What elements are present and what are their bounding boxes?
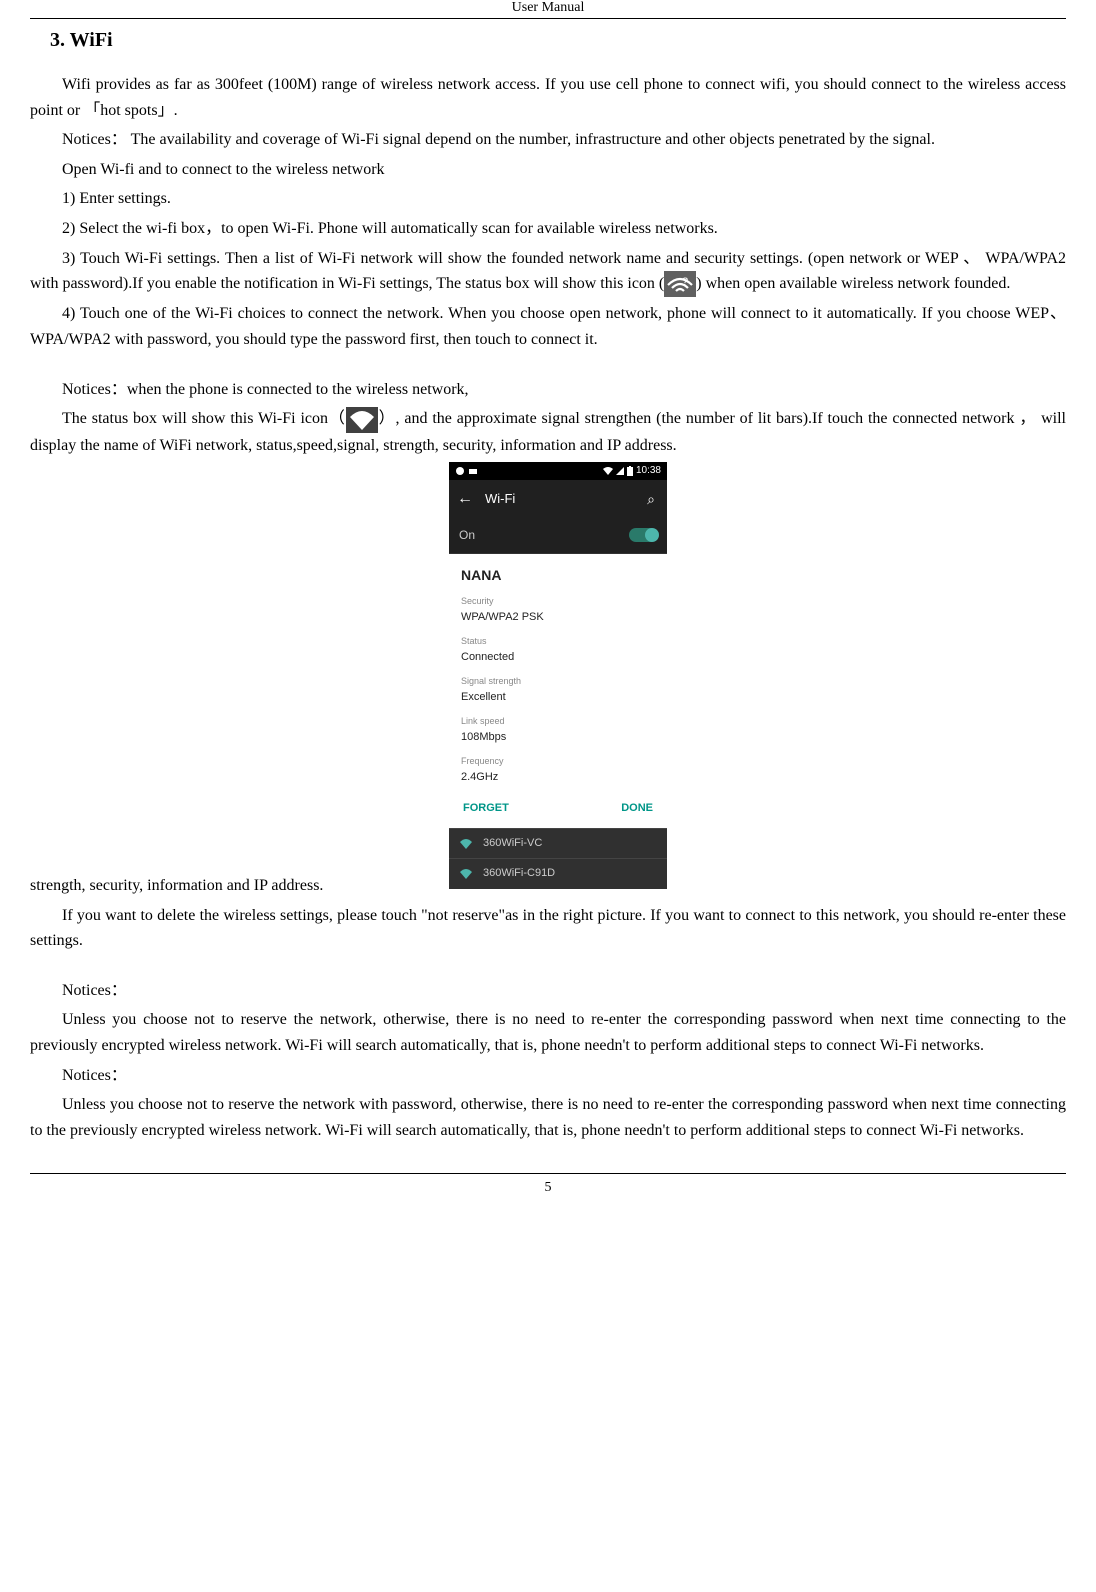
- field-value: Connected: [461, 649, 655, 667]
- field-label: Link speed: [461, 714, 655, 728]
- paragraph: 2) Select the wi-fi box，to open Wi-Fi. P…: [30, 216, 1066, 242]
- dialog-field: Status Connected: [449, 632, 667, 672]
- ssid: 360WiFi-VC: [483, 835, 542, 853]
- page-header: User Manual: [30, 0, 1066, 19]
- wifi-icon: [346, 407, 378, 433]
- field-label: Security: [461, 594, 655, 608]
- paragraph: 4) Touch one of the Wi-Fi choices to con…: [30, 301, 1066, 352]
- wifi-icon: [459, 867, 473, 881]
- wifi-detail-dialog: NANA Security WPA/WPA2 PSK Status Connec…: [449, 554, 667, 828]
- field-value: Excellent: [461, 689, 655, 707]
- svg-text:?: ?: [682, 276, 688, 288]
- wifi-toggle-row: On: [449, 518, 667, 554]
- ssid: 360WiFi-C91D: [483, 865, 555, 883]
- wifi-list-item[interactable]: 360WiFi-C91D: [449, 858, 667, 889]
- paragraph: Notices： The availability and coverage o…: [30, 127, 1066, 153]
- paragraph: The status box will show this Wi-Fi icon…: [30, 406, 1066, 458]
- paragraph: 3) Touch Wi-Fi settings. Then a list of …: [30, 246, 1066, 298]
- status-icon: [468, 466, 478, 476]
- battery-icon: [627, 466, 633, 476]
- field-label: Frequency: [461, 754, 655, 768]
- dialog-field: Signal strength Excellent: [449, 672, 667, 712]
- forget-button[interactable]: FORGET: [463, 800, 509, 818]
- status-time: 10:38: [636, 463, 661, 479]
- paragraph: Unless you choose not to reserve the net…: [30, 1092, 1066, 1143]
- paragraph: Notices：: [30, 1063, 1066, 1089]
- paragraph: Unless you choose not to reserve the net…: [30, 1007, 1066, 1058]
- wifi-settings-header: ← Wi-Fi ⌕: [449, 480, 667, 518]
- back-arrow-icon[interactable]: ←: [457, 486, 473, 512]
- dialog-field: Frequency 2.4GHz: [449, 752, 667, 792]
- field-value: 108Mbps: [461, 729, 655, 747]
- search-icon[interactable]: ⌕: [647, 488, 655, 510]
- dialog-title: NANA: [449, 554, 667, 592]
- page-footer: 5: [30, 1173, 1066, 1196]
- paragraph: Notices：when the phone is connected to t…: [30, 377, 1066, 403]
- wifi-toggle[interactable]: [629, 528, 657, 542]
- phone-screenshot: 10:38 ← Wi-Fi ⌕ On NANA Security WPA/WP: [449, 462, 667, 889]
- done-button[interactable]: DONE: [621, 800, 653, 818]
- section-title: 3. WiFi: [50, 29, 1066, 52]
- paragraph: Notices：: [30, 978, 1066, 1004]
- text-span: ) when open available wireless network f…: [696, 275, 1010, 292]
- paragraph: Open Wi-fi and to connect to the wireles…: [30, 157, 1066, 183]
- field-value: WPA/WPA2 PSK: [461, 609, 655, 627]
- paragraph: If you want to delete the wireless setti…: [30, 903, 1066, 954]
- toggle-label: On: [459, 526, 475, 545]
- wifi-list-item[interactable]: 360WiFi-VC: [449, 828, 667, 859]
- paragraph: Wifi provides as far as 300feet (100M) r…: [30, 72, 1066, 123]
- dialog-field: Security WPA/WPA2 PSK: [449, 592, 667, 632]
- section-number: 3.: [50, 29, 65, 51]
- text-span: The status box will show this Wi-Fi icon…: [62, 410, 346, 427]
- dialog-field: Link speed 108Mbps: [449, 712, 667, 752]
- field-label: Status: [461, 634, 655, 648]
- signal-icon: [616, 467, 624, 475]
- wifi-small-icon: [603, 467, 613, 475]
- field-value: 2.4GHz: [461, 769, 655, 787]
- wifi-list: 360WiFi-VC 360WiFi-C91D: [449, 828, 667, 889]
- status-bar: 10:38: [449, 462, 667, 480]
- status-icon: [455, 466, 465, 476]
- section-name: WiFi: [70, 29, 113, 51]
- wifi-question-icon: ?: [664, 271, 696, 297]
- field-label: Signal strength: [461, 674, 655, 688]
- wifi-icon: [459, 837, 473, 851]
- paragraph: 1) Enter settings.: [30, 186, 1066, 212]
- screen-title: Wi-Fi: [485, 489, 647, 510]
